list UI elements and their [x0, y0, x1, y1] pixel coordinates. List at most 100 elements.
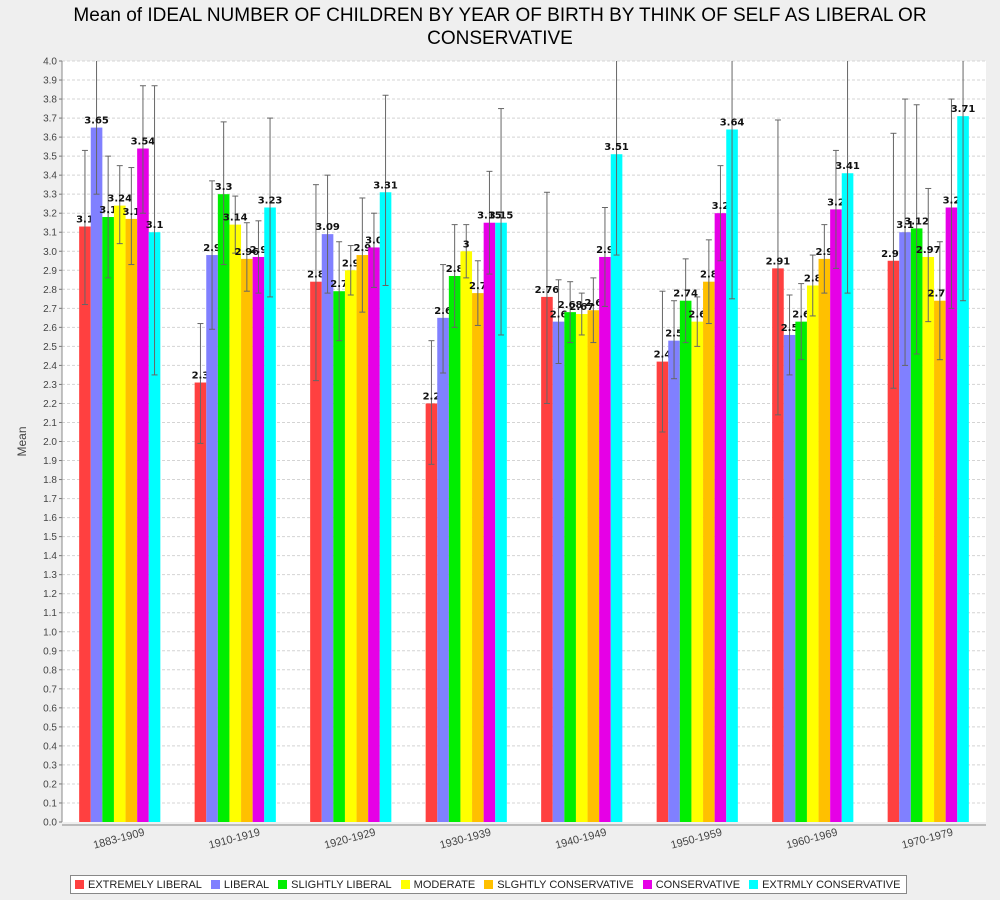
data-label: 3.23: [258, 195, 283, 206]
legend-item: SLIGHTLY LIBERAL: [278, 878, 392, 891]
bar: [575, 314, 588, 822]
data-label: 2.96: [235, 247, 260, 258]
legend-swatch: [642, 880, 652, 889]
bar: [252, 256, 265, 822]
bar: [899, 232, 911, 823]
y-tick-label: 3.1: [43, 228, 57, 239]
y-tick-label: 3.3: [43, 190, 57, 201]
bar: [564, 312, 576, 822]
data-label: 3.2: [827, 197, 845, 208]
bar: [957, 116, 969, 823]
bar: [472, 293, 484, 823]
data-label: 3.64: [720, 117, 745, 128]
y-tick-label: 1.1: [43, 608, 57, 619]
y-axis-label: Mean: [15, 426, 29, 456]
bar: [599, 256, 611, 822]
data-label: 3.1: [146, 220, 164, 231]
chart-legend: EXTREMELY LIBERAL LIBERAL SLIGHTLY LIBERAL…: [70, 875, 908, 894]
data-label: 2.9: [815, 247, 833, 258]
legend-label: SLGHTLY CONSERVATIVE: [497, 878, 634, 891]
legend-swatch: [749, 880, 759, 889]
x-tick-label: 1920-1929: [323, 826, 377, 851]
x-tick-label: 1930-1939: [439, 826, 493, 851]
y-tick-label: 2.2: [43, 399, 57, 410]
bar: [321, 234, 334, 822]
bar: [356, 255, 369, 822]
bar: [703, 281, 715, 822]
y-tick-label: 4.0: [43, 57, 57, 68]
legend-swatch: [400, 880, 410, 889]
chart-svg: 0.0 0.1 0.2 0.3 0.4 0.5 0.6 0.7 0.8 0.9 1.0 1.1 1.2 1…: [15, 57, 986, 852]
legend-label: EXTRMLY CONSERVATIVE: [762, 878, 901, 891]
data-label: 2.6: [584, 298, 602, 309]
y-tick-label: 3.4: [43, 171, 57, 182]
bar: [206, 255, 218, 822]
legend-item: EXTRMLY CONSERVATIVE: [749, 879, 900, 891]
bar: [772, 268, 784, 822]
y-tick-label: 3.2: [43, 209, 57, 220]
y-tick-label: 2.9: [43, 266, 57, 277]
legend-item: EXTREMELY LIBERAL: [75, 879, 202, 891]
data-label: 2.71: [928, 289, 953, 300]
data-label: 2.68: [558, 300, 583, 311]
data-label: 2.5: [781, 323, 799, 334]
bar: [194, 382, 207, 822]
data-label: 3.51: [604, 142, 629, 153]
data-label: 2.74: [673, 289, 698, 300]
data-label: 3.24: [107, 194, 132, 205]
y-tick-label: 2.3: [43, 380, 57, 391]
bar: [148, 232, 161, 823]
data-label: 2.8: [804, 273, 822, 284]
bar: [379, 192, 392, 822]
y-tick-label: 3.8: [43, 95, 57, 106]
bar: [125, 218, 138, 823]
legend-label: SLIGHTLY LIBERAL: [291, 878, 392, 891]
bar: [945, 207, 958, 822]
y-tick-label: 0.5: [43, 722, 57, 733]
y-tick-label: 2.4: [43, 361, 57, 372]
bar: [691, 321, 704, 822]
data-label: 2.3: [192, 371, 210, 382]
bar: [783, 334, 796, 822]
bar: [460, 251, 473, 822]
data-label: 2.9: [596, 245, 614, 256]
bar: [333, 291, 345, 822]
y-tick-label: 3.0: [43, 247, 57, 258]
y-tick-label: 3.9: [43, 76, 57, 87]
bar: [425, 403, 438, 822]
y-tick-label: 3.7: [43, 114, 57, 125]
bar: [113, 205, 126, 823]
legend-swatch: [75, 880, 84, 889]
bar: [541, 296, 553, 822]
data-label: 3.15: [477, 211, 502, 222]
data-label: 2.91: [766, 256, 791, 267]
bar: [483, 222, 496, 822]
data-label: 2.6: [688, 310, 706, 321]
data-label: 2.6: [792, 310, 810, 321]
y-tick-label: 1.5: [43, 532, 57, 543]
bar: [610, 154, 623, 822]
legend-item: SLGHTLY CONSERVATIVE: [484, 879, 634, 891]
y-tick-label: 1.4: [43, 551, 57, 562]
bar: [795, 321, 807, 822]
x-tick-label: 1910-1919: [208, 826, 262, 851]
data-label: 2.7: [330, 279, 348, 290]
legend-item: MODERATE: [400, 879, 475, 891]
data-label: 3.3: [215, 182, 233, 193]
y-tick-label: 1.0: [43, 627, 57, 638]
y-tick-label: 0.1: [43, 798, 57, 809]
y-tick-label: 0.6: [43, 703, 57, 714]
legend-item: LIBERAL: [210, 878, 270, 891]
legend-swatch: [210, 880, 220, 889]
y-tick-label: 1.8: [43, 475, 57, 486]
bar: [102, 217, 114, 822]
legend-label: LIBERAL: [223, 878, 270, 891]
data-label: 3: [463, 239, 470, 250]
bar: [448, 275, 461, 822]
x-tick-label: 1950-1959: [670, 826, 724, 851]
y-tick-label: 1.6: [43, 513, 57, 524]
x-tick-label: 1960-1969: [785, 826, 839, 851]
x-tick-label: 1970-1979: [901, 826, 955, 851]
x-tick-label: 1883-1909: [92, 826, 146, 851]
bar: [437, 317, 449, 822]
